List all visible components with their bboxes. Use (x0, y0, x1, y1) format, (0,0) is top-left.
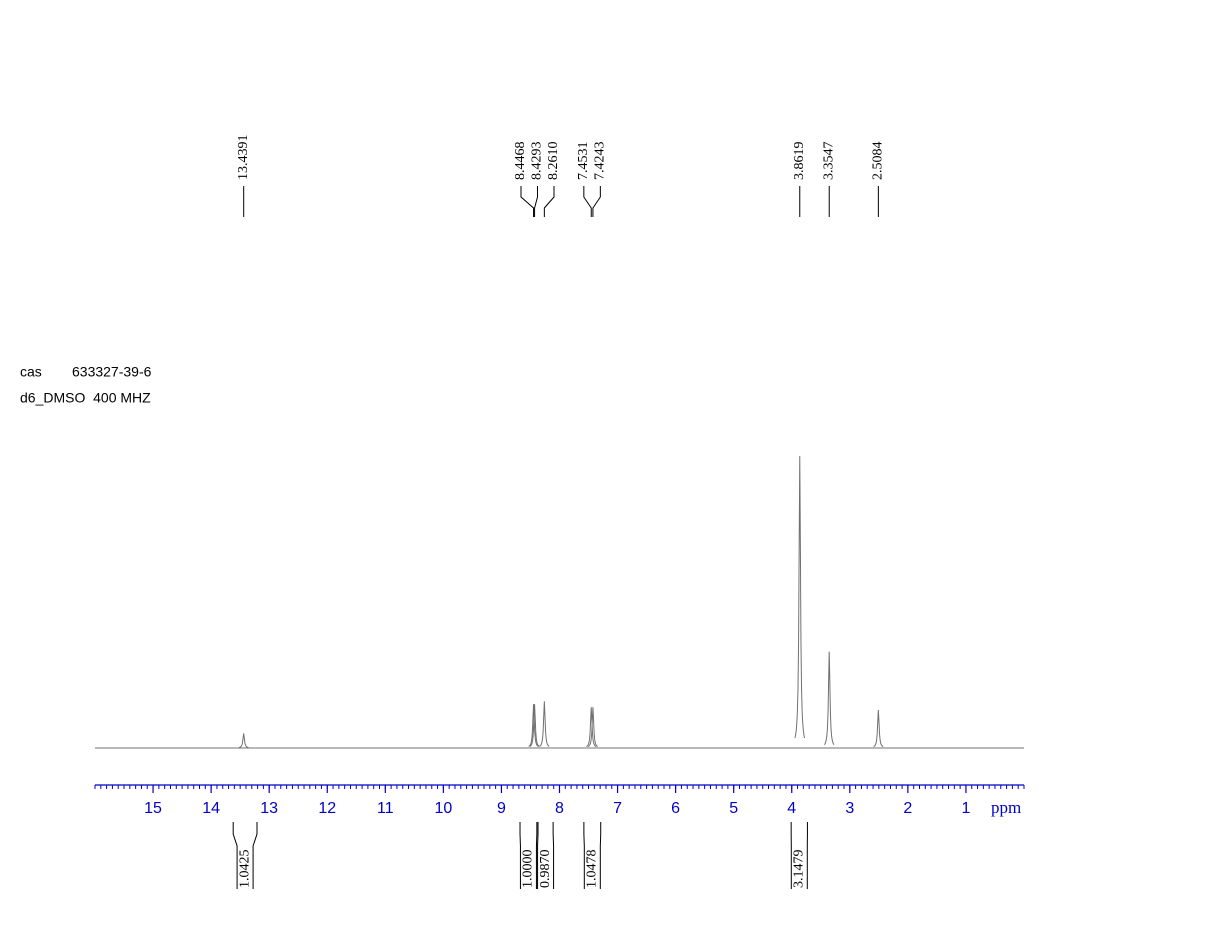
x-tick-label: 11 (377, 800, 394, 817)
peak-label-connector (583, 186, 592, 217)
solvent-line: d6_DMSO 400 MHZ (20, 390, 151, 406)
x-tick-label: 5 (729, 800, 738, 817)
integral-bracket (583, 822, 602, 889)
x-tick-label: 1 (961, 800, 970, 817)
peak (823, 651, 835, 745)
peak (873, 710, 884, 748)
x-tick-label: 9 (497, 800, 506, 817)
integral-bracket (232, 822, 258, 889)
peak (529, 704, 540, 747)
peak-label-connector (520, 186, 535, 217)
peak-label: 7.4243 (593, 142, 608, 181)
integral-bracket (537, 822, 555, 889)
x-tick-label: 13 (260, 800, 278, 817)
x-tick-label: 2 (903, 800, 912, 817)
integral-label: 3.1479 (792, 850, 807, 889)
peak (238, 733, 249, 748)
x-tick-label: 8 (555, 800, 564, 817)
peak-label-connector (592, 186, 601, 217)
peak-label: 7.4531 (576, 142, 591, 181)
integral-label: 1.0000 (521, 850, 536, 889)
x-tick-label: 10 (434, 800, 452, 817)
x-tick-label: 4 (787, 800, 796, 817)
peak-label: 2.5084 (871, 142, 886, 181)
integral-label: 0.9870 (538, 850, 553, 889)
x-tick-label: 14 (202, 800, 220, 817)
peak-label: 3.3547 (821, 142, 836, 181)
x-axis-label: ppm (991, 798, 1021, 817)
x-tick-label: 15 (144, 800, 162, 817)
peak (587, 707, 599, 748)
peak-label: 13.4391 (236, 135, 251, 181)
peak-label-connector (534, 186, 538, 217)
peak-label: 8.4468 (513, 142, 528, 181)
cas-number: 633327-39-6 (72, 364, 152, 380)
integral-label: 1.0478 (585, 850, 600, 889)
peak-label-connector (543, 186, 555, 217)
x-tick-label: 12 (318, 800, 336, 817)
sample-label: cas (20, 364, 42, 380)
peak (539, 701, 550, 747)
peak (586, 707, 597, 748)
peak (794, 455, 806, 739)
peak-label: 8.2610 (546, 142, 561, 181)
integral-bracket (519, 822, 538, 889)
integral-label: 1.0425 (237, 850, 252, 889)
peak-label: 8.4293 (530, 142, 545, 181)
integral-bracket (790, 822, 808, 889)
x-tick-label: 3 (845, 800, 854, 817)
x-tick-label: 6 (671, 800, 680, 817)
x-tick-label: 7 (613, 800, 622, 817)
peak (528, 704, 539, 747)
peak-label: 3.8619 (792, 142, 807, 181)
